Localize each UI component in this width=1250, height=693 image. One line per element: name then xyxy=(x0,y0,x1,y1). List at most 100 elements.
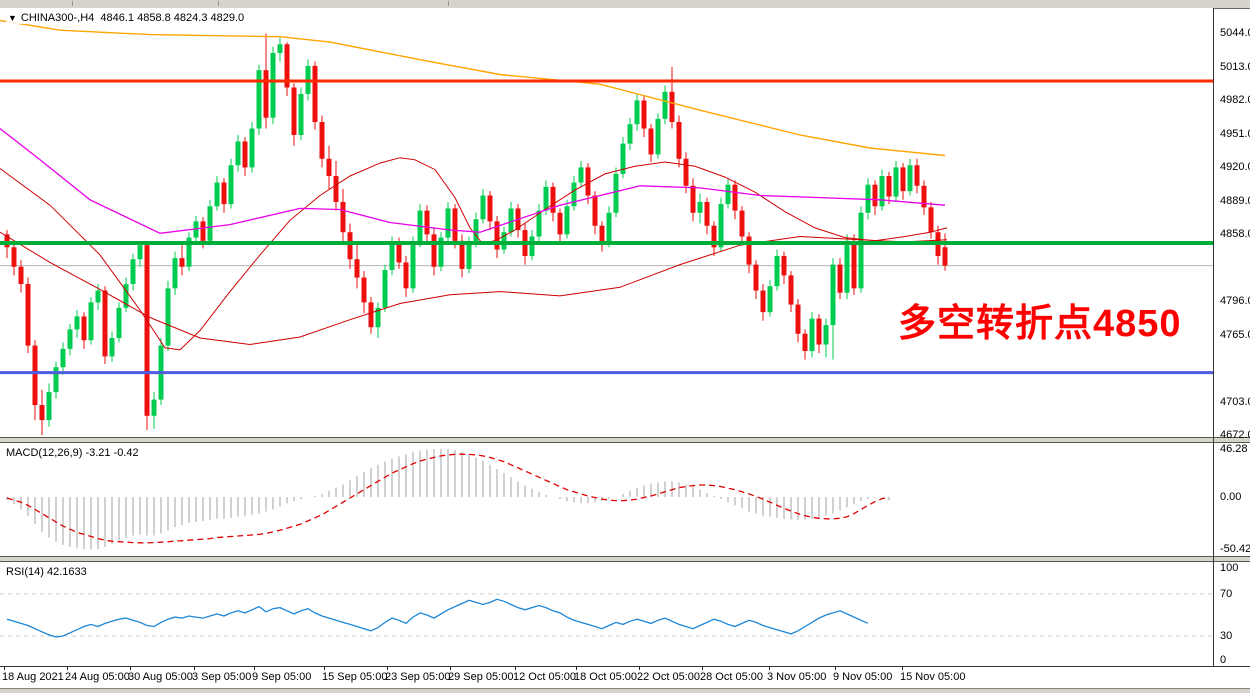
candle-body xyxy=(739,210,745,237)
candle-body xyxy=(648,128,654,155)
time-axis-tick xyxy=(450,666,451,670)
candle-body xyxy=(893,167,899,197)
rsi-chart[interactable] xyxy=(0,562,1213,666)
candle-body xyxy=(774,255,780,287)
candle-body xyxy=(116,307,122,339)
time-axis-tick xyxy=(130,666,131,670)
candle-body xyxy=(46,392,52,421)
candle-body xyxy=(928,207,934,233)
time-axis-tick xyxy=(67,666,68,670)
candle-body xyxy=(662,91,668,119)
candle-body xyxy=(95,290,101,303)
macd-chart[interactable] xyxy=(0,443,1213,556)
candle-body xyxy=(452,208,458,241)
candle-body xyxy=(508,208,514,233)
time-axis-tick xyxy=(4,666,5,670)
candle-body xyxy=(879,176,885,207)
candle-body xyxy=(753,264,759,291)
candle-body xyxy=(711,225,717,248)
candle-body xyxy=(655,118,661,155)
candle-body xyxy=(459,240,465,269)
time-label: 28 Oct 05:00 xyxy=(700,671,763,683)
price-tick-label: 4765.0 xyxy=(1220,328,1250,341)
panel-splitter[interactable] xyxy=(0,437,1250,443)
macd-signal-line xyxy=(6,453,890,544)
time-axis-tick xyxy=(702,666,703,670)
time-axis-tick xyxy=(576,666,577,670)
candle-body xyxy=(921,185,927,208)
candle-body xyxy=(613,173,619,213)
candle-body xyxy=(389,243,395,270)
rsi-tick-label: 70 xyxy=(1220,588,1233,600)
ma-magenta-line xyxy=(0,127,946,234)
candle-body xyxy=(130,259,136,285)
candlestick-chart[interactable] xyxy=(0,8,1213,437)
candle-body xyxy=(81,316,87,341)
main-chart-panel[interactable] xyxy=(0,8,1213,437)
macd-tick-label: 46.28 xyxy=(1220,443,1248,455)
candle-body xyxy=(718,204,724,248)
candle-body xyxy=(746,236,752,265)
price-tick-label: 5013.0 xyxy=(1220,60,1250,73)
candle-body xyxy=(270,52,276,118)
symbol-header: ▼ CHINA300-,H4 4846.1 4858.8 4824.3 4829.… xyxy=(6,12,247,24)
symbol-ohlc-values: 4846.1 4858.8 4824.3 4829.0 xyxy=(100,12,245,24)
candle-body xyxy=(536,210,542,237)
candle-body xyxy=(249,128,255,168)
candle-body xyxy=(802,333,808,351)
time-axis-tick xyxy=(639,666,640,670)
rsi-line xyxy=(6,598,869,638)
symbol-dropdown-icon[interactable]: ▼ xyxy=(8,13,17,23)
candle-body xyxy=(291,87,297,135)
symbol-title: CHINA300-,H4 xyxy=(20,12,95,24)
candle-body xyxy=(578,167,584,183)
rsi-tick-label: 100 xyxy=(1220,562,1239,574)
candle-body xyxy=(368,302,374,328)
panel-splitter[interactable] xyxy=(0,556,1250,562)
price-axis[interactable]: 5044.0 5013.0 4982.0 4951.0 4920.0 4889.0 4858… xyxy=(1213,8,1250,688)
time-label: 24 Aug 05:00 xyxy=(65,671,130,683)
candle-body xyxy=(242,141,248,168)
price-axis-border xyxy=(1213,8,1214,688)
candle-body xyxy=(683,158,689,186)
candle-body xyxy=(914,165,920,186)
rsi-panel[interactable] xyxy=(0,562,1213,666)
time-label: 30 Aug 05:00 xyxy=(128,671,193,683)
macd-panel[interactable] xyxy=(0,443,1213,556)
candle-body xyxy=(123,284,129,308)
candle-body xyxy=(410,243,416,289)
candle-body xyxy=(263,70,269,118)
candle-body xyxy=(186,237,192,267)
time-label: 3 Nov 05:00 xyxy=(767,671,827,683)
time-axis-tick xyxy=(835,666,836,670)
candle-body xyxy=(11,247,17,267)
ma-slow-red-line xyxy=(0,231,948,346)
candle-body xyxy=(886,176,892,197)
time-axis[interactable]: 18 Aug 2021 24 Aug 05:00 30 Aug 05:00 3 Sep… xyxy=(0,666,1250,688)
candle-body xyxy=(137,245,143,260)
candle-body xyxy=(809,318,815,351)
time-axis-tick xyxy=(387,666,388,670)
candle-body xyxy=(599,225,605,243)
candle-body xyxy=(823,325,829,345)
time-axis-tick xyxy=(902,666,903,670)
macd-tick-label: 0.00 xyxy=(1220,491,1242,503)
candle-body xyxy=(312,65,318,123)
annotation-text[interactable]: 多空转折点4850 xyxy=(898,303,1182,345)
candle-body xyxy=(326,158,332,177)
price-tick-label: 4951.0 xyxy=(1220,127,1250,140)
candle-body xyxy=(501,232,507,250)
window-edge-strip xyxy=(0,688,1250,693)
price-tick-label: 4889.0 xyxy=(1220,194,1250,207)
candle-body xyxy=(18,266,24,285)
candle-body xyxy=(942,247,948,266)
candle-body xyxy=(438,237,444,267)
price-tick-label: 4858.0 xyxy=(1220,228,1250,241)
candle-body xyxy=(830,264,836,326)
candle-body xyxy=(445,208,451,238)
time-label: 3 Sep 05:00 xyxy=(192,671,252,683)
candle-body xyxy=(403,262,409,289)
candle-body xyxy=(480,195,486,220)
candle-body xyxy=(32,345,38,405)
